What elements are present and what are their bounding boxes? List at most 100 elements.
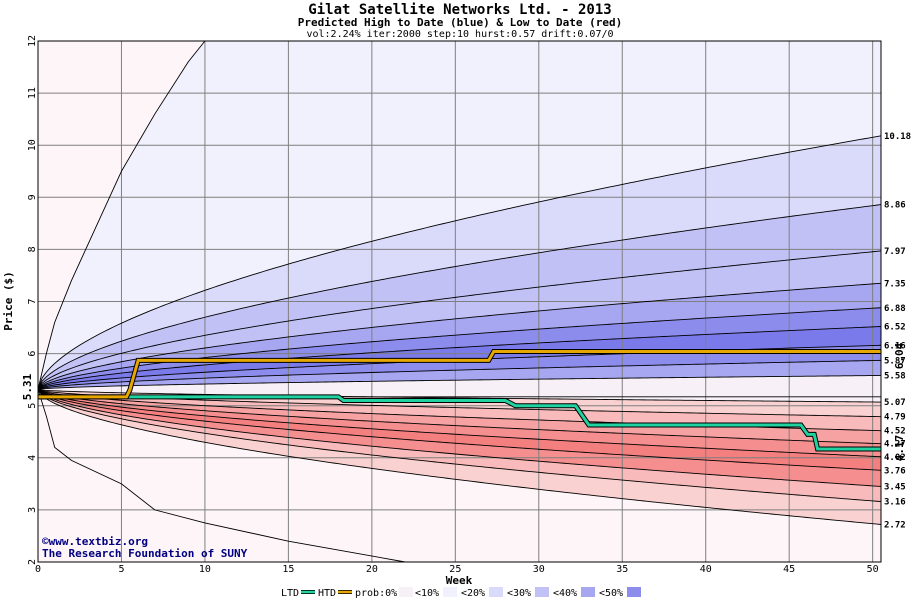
x-tick-label: 10 <box>199 564 211 575</box>
legend-bucket-swatch <box>443 587 457 597</box>
band-lower-4 <box>38 389 881 457</box>
contour-line-18 <box>37 389 882 525</box>
end-label: 5.58 <box>884 371 906 381</box>
x-tick-label: 15 <box>282 564 294 575</box>
y-tick-label: 10 <box>27 139 38 151</box>
contour-line-17 <box>37 389 882 503</box>
chart-parameters: vol:2.24% iter:2000 step:10 hurst:0.57 d… <box>306 29 613 40</box>
x-tick-label: 20 <box>366 564 378 575</box>
y-tick-label: 5 <box>27 403 38 409</box>
end-label: 7.97 <box>884 247 906 257</box>
end-label: 5.87 <box>884 356 906 366</box>
outer-envelope-lower <box>37 389 406 563</box>
chart-subtitle: Predicted High to Date (blue) & Low to D… <box>298 16 623 29</box>
legend-ltd-label: LTD <box>281 588 299 599</box>
end-label: 10.18 <box>884 132 911 142</box>
contour-line-4 <box>37 282 882 390</box>
legend-prob-swatch-0 <box>399 587 413 597</box>
y-tick-label: 11 <box>27 87 38 99</box>
end-label: 7.35 <box>884 279 906 289</box>
y-axis-ticks: 2 3 4 5 6 7 8 9 10 11 12 <box>27 35 38 565</box>
contour-line-10 <box>37 389 882 403</box>
y-tick-label: 4 <box>27 455 38 461</box>
y-tick-label: 9 <box>27 194 38 200</box>
end-label: 8.86 <box>884 201 906 211</box>
legend-prob-label: prob:0% <box>355 588 397 599</box>
band-upper-3 <box>38 250 881 390</box>
y-tick-label: 6 <box>27 351 38 357</box>
band-lower-2 <box>38 389 881 431</box>
contour-end-labels: 10.18 8.86 7.97 7.35 6.88 6.52 6.16 5.87 5.58 5.0… <box>884 132 911 531</box>
band-lower-6 <box>38 389 881 487</box>
x-axis-label: Week <box>446 574 473 587</box>
outer-envelope-upper <box>37 40 206 390</box>
legend: LTD HTD prob:0% <10% <20% <30% <40% <50% <box>281 587 641 599</box>
legend-bucket-label: <20% <box>461 588 485 599</box>
legend-bucket-swatch <box>489 587 503 597</box>
band-upper-outer <box>38 41 881 390</box>
legend-bucket-swatch <box>627 587 641 597</box>
band-lower-3 <box>38 389 881 444</box>
ltd-series-line <box>38 395 881 451</box>
end-label: 6.16 <box>884 341 906 351</box>
htd-series-line <box>38 350 881 399</box>
y-tick-label: 12 <box>27 35 38 47</box>
contour-line-16 <box>37 389 882 487</box>
y-tick-label: 3 <box>27 507 38 513</box>
x-tick-label: 5 <box>118 564 124 575</box>
end-label: 4.27 <box>884 440 906 450</box>
x-tick-label: 50 <box>867 564 879 575</box>
contour-line-15 <box>37 389 882 471</box>
x-tick-label: 40 <box>700 564 712 575</box>
y-tick-label: 2 <box>27 559 38 565</box>
band-upper-1 <box>38 135 881 390</box>
band-upper-4 <box>38 283 881 390</box>
plot-border <box>37 40 882 563</box>
end-label: 6.88 <box>884 304 906 314</box>
band-upper-2 <box>38 204 881 390</box>
y-axis-label: Price ($) <box>2 271 15 331</box>
legend-bucket-swatch <box>535 587 549 597</box>
contour-lines <box>37 40 882 563</box>
band-upper-7 <box>38 345 881 390</box>
end-label: 4.79 <box>884 413 906 423</box>
grid-lines <box>38 40 881 563</box>
credit-org: The Research Foundation of SUNY <box>42 547 248 560</box>
contour-line-9 <box>37 375 882 390</box>
legend-bucket-swatch <box>581 587 595 597</box>
band-lower-8 <box>38 389 881 525</box>
contour-line-3 <box>37 250 882 390</box>
contour-line-8 <box>37 359 882 390</box>
x-axis-ticks: 0 5 10 15 20 25 30 35 40 45 50 <box>35 564 879 575</box>
probability-bands <box>38 41 881 525</box>
band-lower-7 <box>38 389 881 502</box>
band-upper-8 <box>38 360 881 390</box>
end-label: 4.52 <box>884 427 906 437</box>
x-tick-label: 35 <box>616 564 628 575</box>
end-label: 5.07 <box>884 398 906 408</box>
start-price-label: 5.31 <box>21 373 34 400</box>
contour-line-6 <box>37 326 882 390</box>
band-lower-5 <box>38 389 881 471</box>
legend-htd-label: HTD <box>318 588 336 599</box>
end-label: 2.72 <box>884 520 906 530</box>
x-tick-label: 0 <box>35 564 41 575</box>
credit-url: ©www.textbiz.org <box>42 535 148 548</box>
legend-bucket-label: <30% <box>507 588 531 599</box>
chart-title: Gilat Satellite Networks Ltd. - 2013 <box>308 2 611 18</box>
contour-line-1 <box>37 135 882 390</box>
y-tick-label: 7 <box>27 298 38 304</box>
series-lines <box>38 349 881 452</box>
htd-final-value: 6.04 <box>893 342 906 369</box>
end-label: 6.52 <box>884 323 906 333</box>
y-tick-label: 8 <box>27 246 38 252</box>
band-upper-5 <box>38 307 881 390</box>
legend-bucket-label: <50% <box>599 588 623 599</box>
ltd-final-value: 4.17 <box>893 435 906 462</box>
end-label: 3.16 <box>884 498 906 508</box>
end-label: 4.02 <box>884 453 906 463</box>
x-tick-label: 30 <box>533 564 545 575</box>
contour-line-13 <box>37 389 882 445</box>
